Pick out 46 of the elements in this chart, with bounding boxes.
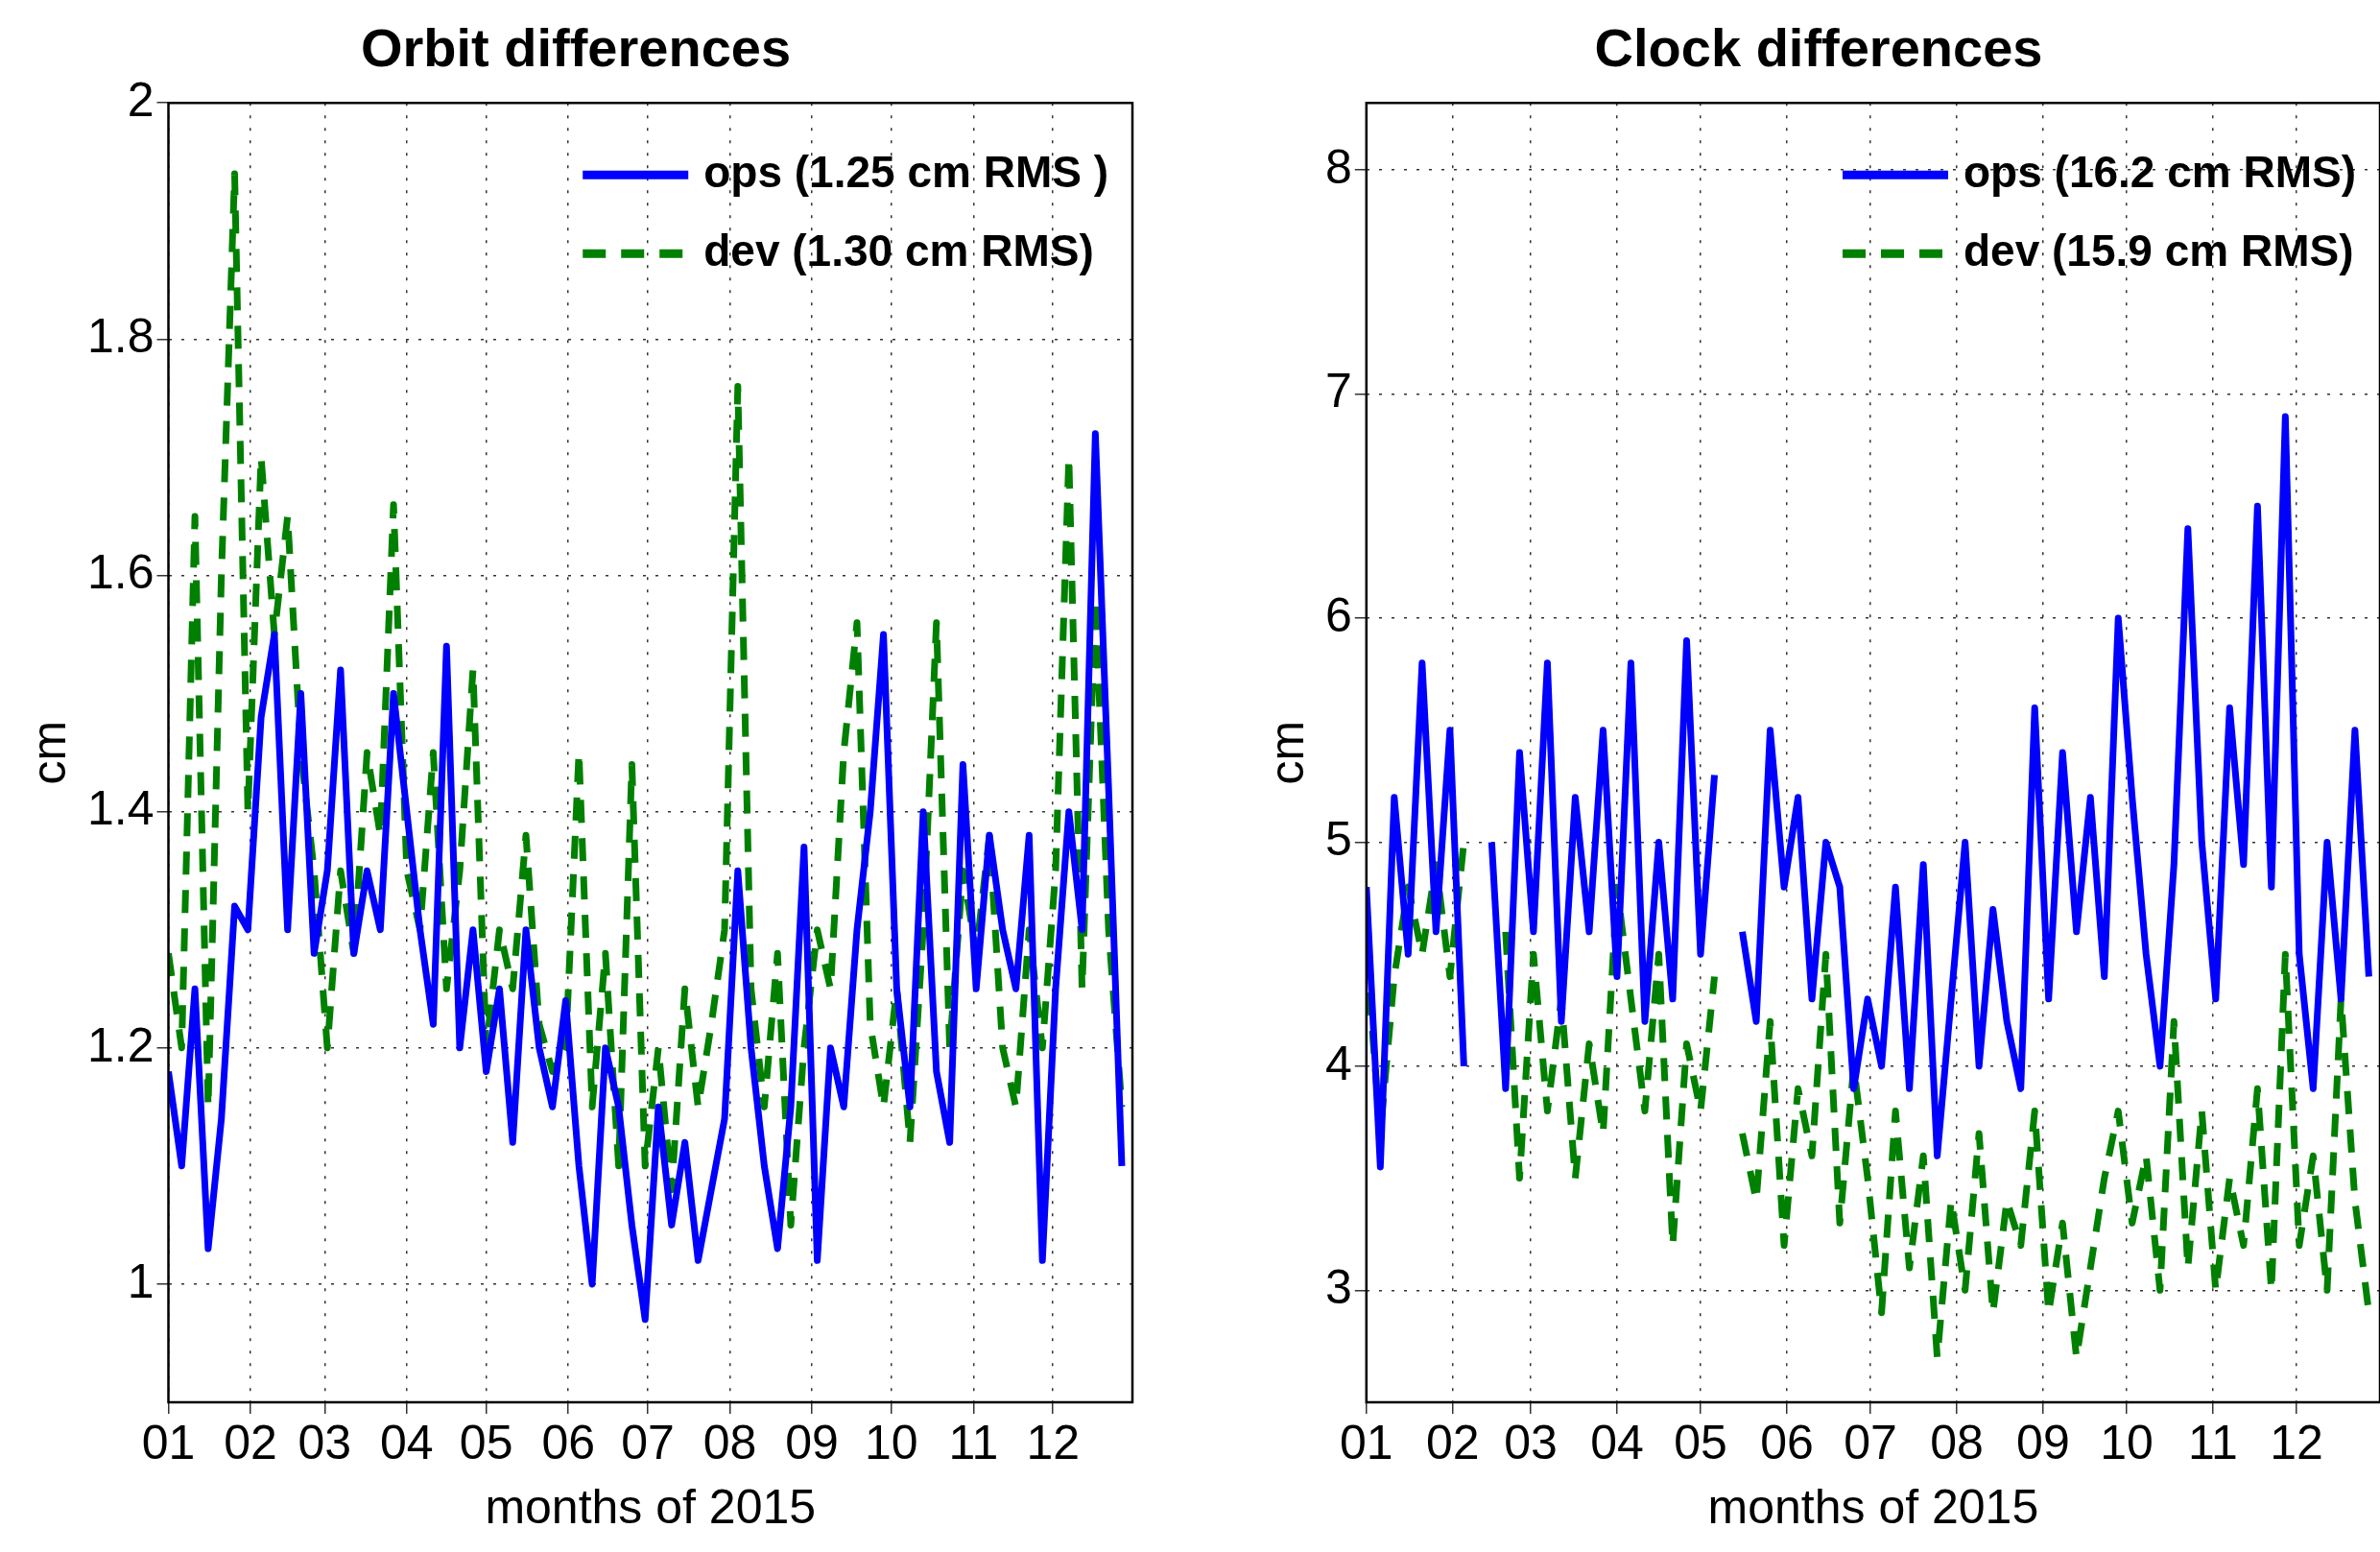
legend-label: dev (15.9 cm RMS) <box>1964 225 2354 275</box>
x-tick-label: 10 <box>865 1415 918 1469</box>
x-tick-label: 05 <box>459 1415 513 1469</box>
x-tick-label: 09 <box>785 1415 839 1469</box>
x-tick-label: 07 <box>621 1415 675 1469</box>
y-tick-label: 6 <box>1325 587 1352 642</box>
chart-title: Clock differences <box>1594 17 2043 79</box>
y-tick-label: 1 <box>127 1254 155 1308</box>
y-axis-title: cm <box>21 720 76 785</box>
x-tick-label: 04 <box>380 1415 434 1469</box>
x-tick-label: 10 <box>2100 1415 2154 1469</box>
y-tick-label: 2 <box>127 72 155 127</box>
y-tick-label: 1.6 <box>86 545 155 600</box>
y-tick-label: 1.4 <box>86 781 155 836</box>
x-tick-label: 06 <box>541 1415 596 1469</box>
x-axis-title: months of 2015 <box>1707 1479 2039 1534</box>
y-tick-label: 7 <box>1325 364 1352 418</box>
x-tick-label: 12 <box>1026 1415 1081 1469</box>
x-tick-label: 02 <box>1425 1415 1480 1469</box>
x-tick-label: 05 <box>1674 1415 1727 1469</box>
x-tick-label: 11 <box>2187 1415 2238 1469</box>
x-tick-label: 07 <box>1844 1415 1897 1469</box>
y-tick-label: 3 <box>1325 1260 1352 1315</box>
x-tick-label: 03 <box>298 1415 352 1469</box>
y-axis-title: cm <box>1259 720 1314 785</box>
y-tick-label: 1.8 <box>86 309 155 364</box>
x-tick-label: 04 <box>1590 1415 1644 1469</box>
y-tick-label: 8 <box>1325 140 1352 195</box>
y-tick-label: 1.2 <box>86 1017 155 1072</box>
x-tick-label: 08 <box>1930 1415 1984 1469</box>
x-tick-label: 02 <box>224 1415 277 1469</box>
x-tick-label: 08 <box>702 1415 757 1469</box>
legend-label: dev (1.30 cm RMS) <box>703 225 1094 275</box>
x-tick-label: 01 <box>1340 1415 1393 1469</box>
x-tick-label: 09 <box>2016 1415 2070 1469</box>
x-tick-label: 06 <box>1760 1415 1814 1469</box>
chart-title: Orbit differences <box>360 17 792 79</box>
legend-label: ops (1.25 cm RMS ) <box>703 146 1109 197</box>
x-tick-label: 12 <box>2270 1415 2323 1469</box>
y-tick-label: 5 <box>1325 812 1352 867</box>
y-tick-label: 4 <box>1325 1036 1352 1090</box>
x-axis-title: months of 2015 <box>485 1479 817 1534</box>
legend-label: ops (16.2 cm RMS) <box>1964 146 2357 197</box>
x-tick-label: 01 <box>141 1415 196 1469</box>
x-tick-label: 03 <box>1504 1415 1558 1469</box>
x-tick-label: 11 <box>948 1415 999 1469</box>
